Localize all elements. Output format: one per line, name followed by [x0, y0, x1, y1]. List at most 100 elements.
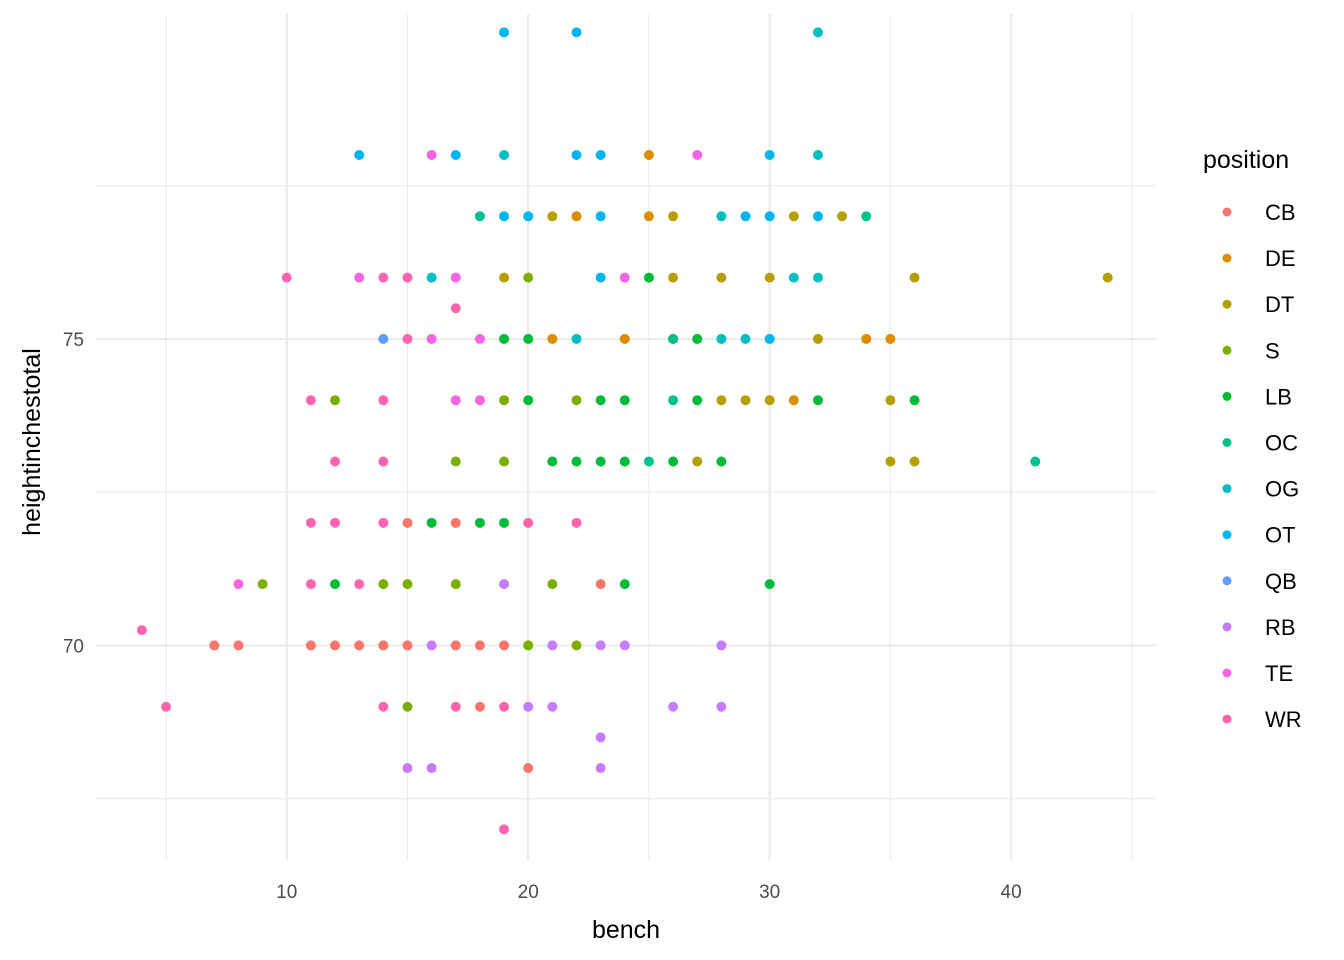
point-s [547, 579, 558, 590]
point-te [692, 150, 703, 160]
point-lb [499, 517, 510, 528]
point-lb [764, 579, 775, 590]
point-rb [716, 640, 727, 651]
point-wr [450, 701, 461, 712]
point-te [474, 395, 485, 406]
point-wr [402, 272, 413, 283]
x-tick-label: 20 [518, 882, 539, 903]
legend-label-og: OG [1265, 477, 1299, 502]
point-rb [668, 701, 679, 712]
point-lb [547, 456, 558, 467]
legend-key-oc [1222, 438, 1232, 447]
point-cb [233, 640, 244, 651]
point-s [499, 395, 510, 406]
point-wr [378, 272, 389, 283]
legend-key-og [1222, 484, 1232, 494]
major-gridlines [96, 14, 1156, 860]
point-s [402, 701, 413, 712]
point-wr [161, 701, 172, 712]
point-cb [450, 640, 461, 651]
point-dt [909, 456, 920, 467]
point-te [354, 272, 365, 283]
point-wr [499, 701, 510, 712]
point-dt [716, 395, 727, 406]
point-rb [595, 640, 606, 651]
legend-label-ot: OT [1265, 523, 1296, 548]
point-wr [402, 333, 413, 344]
point-og [426, 272, 437, 283]
legend: position CB DE DT S LB OC OG OT QB RB TE WR [1203, 146, 1302, 732]
legend-key-ot [1222, 530, 1232, 540]
point-lb [692, 395, 703, 406]
point-ot [764, 150, 775, 160]
point-wr [330, 456, 341, 467]
point-s [523, 640, 534, 651]
point-lb [909, 395, 920, 406]
point-rb [595, 763, 606, 774]
point-og [716, 211, 727, 222]
point-de [571, 211, 582, 222]
point-wr [378, 456, 389, 467]
point-ot [523, 211, 534, 222]
point-ot [595, 272, 606, 283]
point-ot [571, 150, 582, 160]
point-lb [619, 395, 630, 406]
point-lb [643, 272, 654, 283]
point-de [861, 333, 872, 344]
point-wr [571, 517, 582, 528]
point-de [619, 333, 630, 344]
point-lb [619, 456, 630, 467]
point-rb [716, 701, 727, 712]
point-lb [692, 333, 703, 344]
point-rb [547, 701, 558, 712]
point-ot [764, 333, 775, 344]
point-cb [474, 640, 485, 651]
y-tick-label: 70 [63, 636, 84, 657]
point-wr [378, 517, 389, 528]
point-dt [499, 272, 510, 283]
legend-key-lb [1222, 391, 1232, 401]
point-wr [378, 395, 389, 406]
point-de [643, 150, 654, 160]
point-dt [692, 456, 703, 467]
point-cb [209, 640, 220, 651]
point-wr [305, 579, 316, 590]
point-dt [716, 272, 727, 283]
legend-key-dt [1222, 299, 1232, 309]
point-lb [716, 456, 727, 467]
point-lb [426, 517, 437, 528]
point-ot [499, 211, 510, 222]
point-oc [861, 211, 872, 222]
point-rb [402, 763, 413, 774]
point-te [233, 579, 244, 590]
point-cb [330, 640, 341, 651]
x-tick-label: 40 [1001, 882, 1022, 903]
point-lb [571, 456, 582, 467]
point-dt [668, 272, 679, 283]
point-og [812, 272, 823, 283]
point-de [643, 211, 654, 222]
legend-key-qb [1222, 576, 1232, 586]
point-s [571, 395, 582, 406]
point-lb [668, 456, 679, 467]
point-wr [330, 517, 341, 528]
point-ot [571, 27, 582, 38]
point-rb [426, 763, 437, 774]
point-cb [474, 701, 485, 712]
point-wr [281, 272, 292, 283]
point-ot [812, 211, 823, 222]
legend-label-lb: LB [1265, 384, 1292, 409]
point-rb [499, 579, 510, 590]
point-oc [668, 333, 679, 344]
point-s [330, 395, 341, 406]
point-lb [499, 333, 510, 344]
point-wr [499, 824, 510, 835]
point-ot [354, 150, 365, 160]
point-te [426, 333, 437, 344]
point-og [740, 333, 751, 344]
x-tick-label: 10 [276, 882, 297, 903]
point-ot [595, 211, 606, 222]
point-te [619, 272, 630, 283]
point-dt [764, 272, 775, 283]
